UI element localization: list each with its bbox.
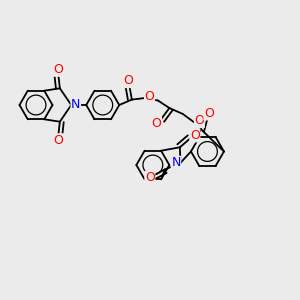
- Text: O: O: [53, 63, 63, 76]
- Text: O: O: [204, 107, 214, 120]
- Text: O: O: [152, 116, 161, 130]
- Text: O: O: [190, 129, 200, 142]
- Text: O: O: [194, 114, 204, 128]
- Text: O: O: [145, 90, 154, 103]
- Text: N: N: [171, 156, 181, 170]
- Text: O: O: [53, 134, 63, 147]
- Text: N: N: [71, 98, 80, 112]
- Text: O: O: [145, 171, 155, 184]
- Text: O: O: [123, 74, 133, 88]
